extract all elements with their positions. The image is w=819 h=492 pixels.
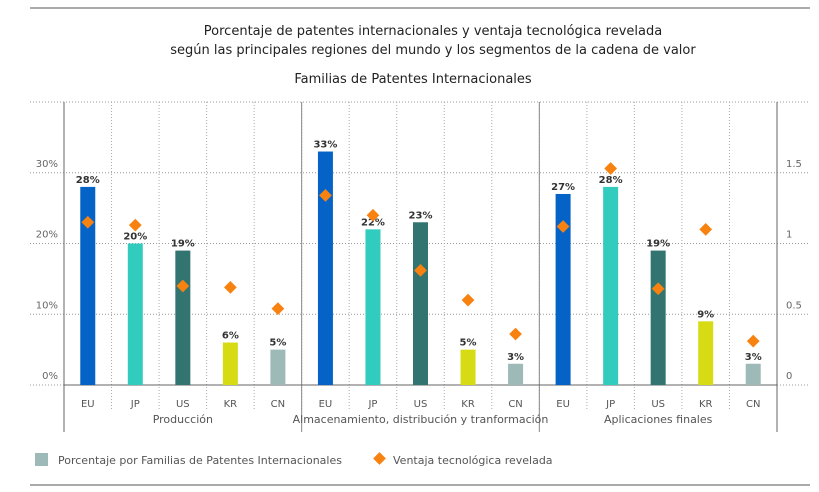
category-label: US (651, 399, 665, 410)
bar-cn (745, 363, 761, 385)
bar-kr (698, 321, 714, 385)
bar-cn (508, 363, 524, 385)
chart-subtitle: Familias de Patentes Internacionales (294, 72, 532, 87)
category-label: CN (508, 399, 522, 410)
bar-value-label: 22% (361, 217, 385, 228)
bar-value-label: 19% (646, 239, 670, 250)
chart-title-line1: Porcentaje de patentes internacionales y… (204, 24, 662, 39)
bar-kr (222, 342, 238, 385)
bar-value-label: 19% (171, 239, 195, 250)
rta-diamond (461, 293, 475, 307)
legend-bar-swatch (35, 453, 48, 466)
right-tick-label: 0 (786, 371, 792, 382)
category-label: EU (319, 399, 333, 410)
category-label: US (176, 399, 190, 410)
category-label: JP (367, 399, 377, 410)
rta-diamond (81, 215, 95, 229)
category-label: JP (130, 399, 140, 410)
bar-value-label: 5% (460, 338, 477, 349)
bar-value-label: 28% (599, 175, 623, 186)
category-label: EU (81, 399, 95, 410)
rta-diamond (366, 208, 380, 222)
bar-us (175, 250, 191, 385)
left-tick-label: 20% (36, 230, 58, 241)
group-label: Producción (153, 413, 213, 426)
rta-diamond (509, 327, 522, 341)
left-tick-label: 10% (36, 300, 58, 311)
bar-jp (603, 186, 619, 385)
rta-diamond (224, 281, 237, 294)
category-label: KR (461, 399, 475, 410)
bar-value-label: 33% (313, 140, 337, 151)
left-tick-label: 0% (42, 371, 58, 382)
rta-diamond (746, 334, 760, 348)
bar-kr (460, 349, 476, 385)
rta-diamond (271, 302, 285, 315)
rta-diamond (176, 279, 190, 293)
category-label: US (414, 399, 428, 410)
legend-bar-label: Porcentaje por Familias de Patentes Inte… (58, 454, 342, 467)
group-label: Aplicaciones finales (604, 413, 713, 426)
category-label: CN (271, 399, 285, 410)
bar-value-label: 9% (697, 309, 714, 320)
rta-diamond (128, 218, 142, 232)
bar-eu (317, 151, 333, 385)
bar-value-label: 27% (551, 182, 575, 193)
right-tick-label: 1 (786, 230, 792, 241)
right-tick-label: 1.5 (786, 159, 802, 170)
group-label: Almacenamiento, distribución y tranforma… (293, 413, 549, 426)
bar-value-label: 28% (76, 175, 100, 186)
bar-jp (365, 229, 381, 385)
chart-title-line2: según las principales regiones del mundo… (170, 43, 696, 58)
category-label: CN (746, 399, 760, 410)
bar-us (650, 250, 666, 385)
bar-jp (127, 243, 143, 385)
rta-diamond (414, 264, 427, 277)
bar-value-label: 5% (269, 338, 286, 349)
bar-us (413, 222, 428, 385)
bar-eu (80, 186, 96, 385)
bar-value-label: 6% (222, 331, 239, 342)
category-label: KR (699, 399, 713, 410)
category-label: EU (556, 399, 570, 410)
category-label: KR (224, 399, 238, 410)
bar-value-label: 3% (745, 352, 762, 363)
left-tick-label: 30% (36, 159, 58, 170)
rta-diamond (699, 222, 713, 236)
bar-eu (555, 193, 571, 385)
bar-value-label: 23% (409, 210, 433, 221)
legend-diamond-label: Ventaja tecnológica revelada (393, 454, 553, 467)
bar-value-label: 20% (123, 232, 147, 243)
legend-diamond-swatch (373, 452, 386, 465)
bar-value-label: 3% (507, 352, 524, 363)
category-label: JP (605, 399, 615, 410)
right-tick-label: 0.5 (786, 300, 802, 311)
rta-diamond (319, 189, 332, 202)
bar-cn (270, 349, 286, 385)
